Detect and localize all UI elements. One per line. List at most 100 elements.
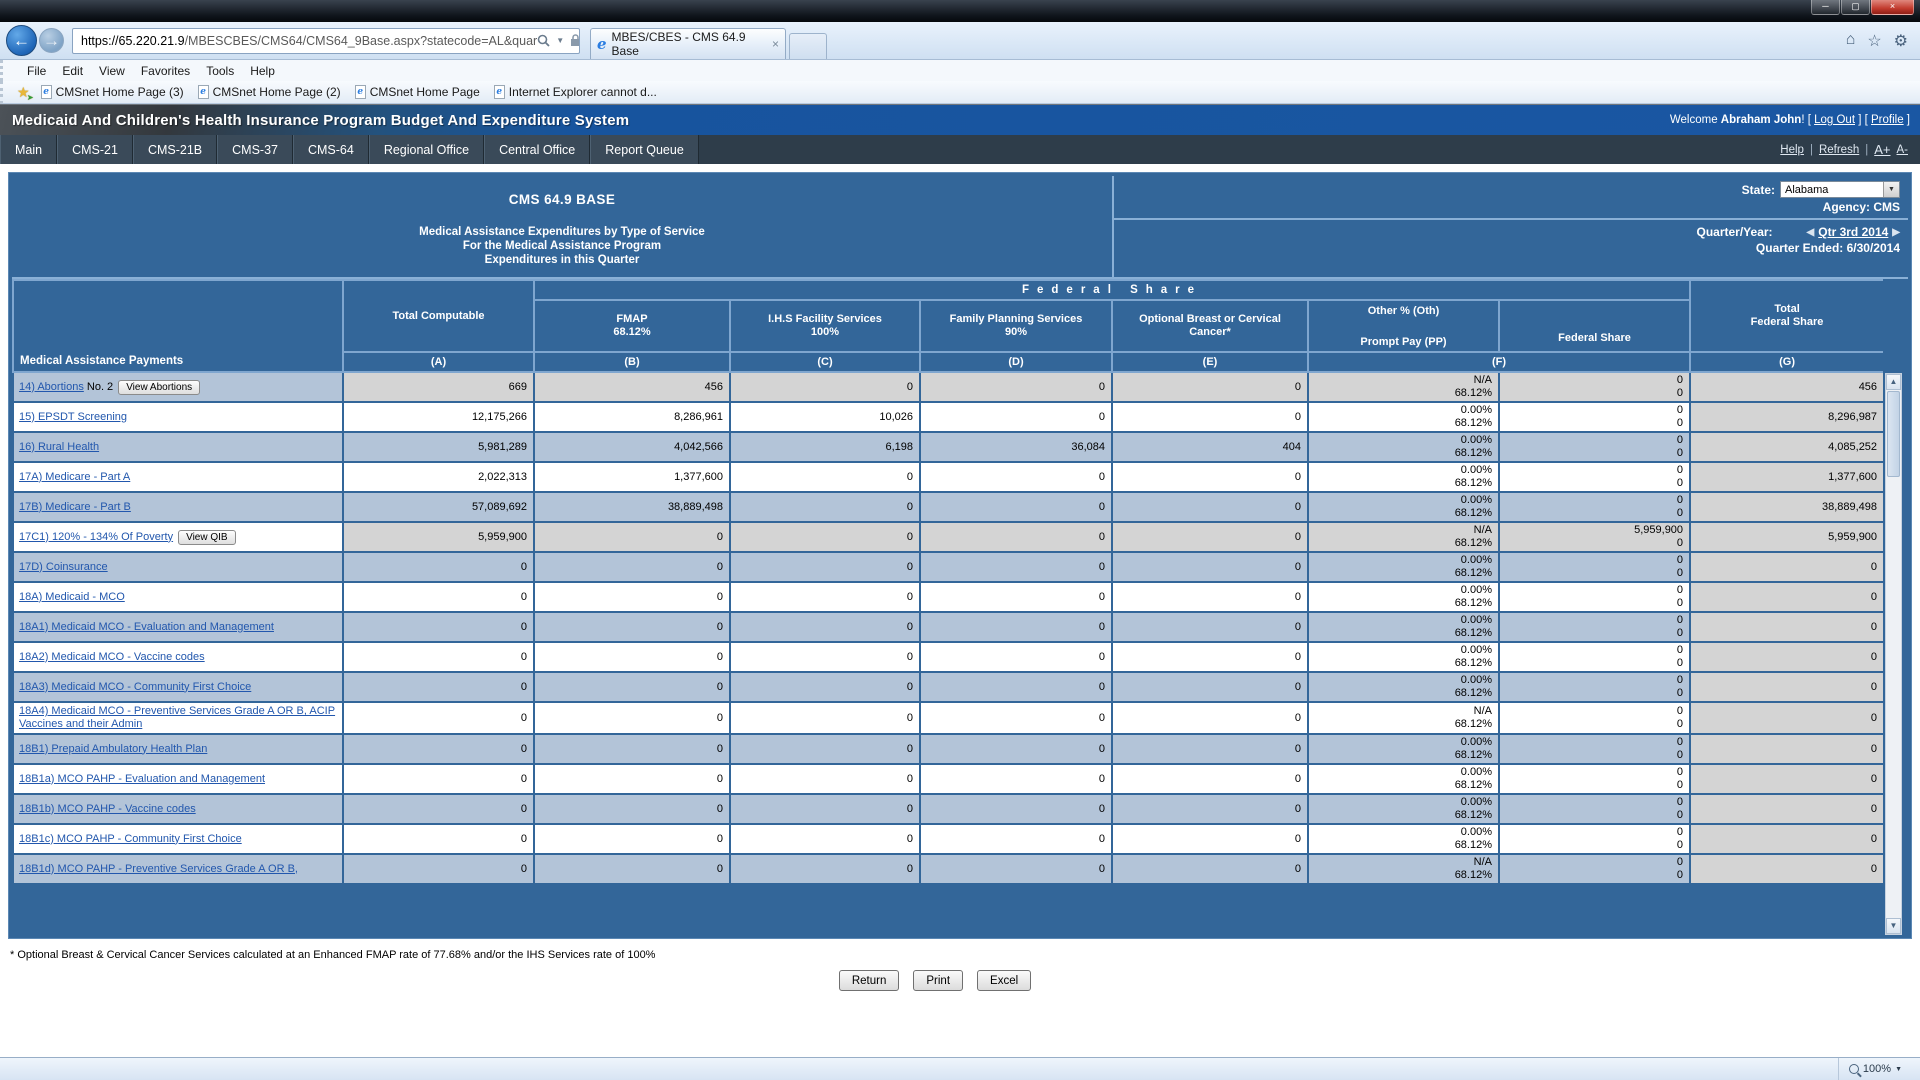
quarter-prev-icon[interactable]: ◀ bbox=[1806, 226, 1815, 238]
scrollbar-thumb[interactable] bbox=[1887, 391, 1900, 477]
cell-a: 12,175,266 bbox=[342, 401, 535, 433]
table-scrollbar[interactable]: ▲ ▼ bbox=[1885, 373, 1902, 935]
f-share-bottom: 0 bbox=[1676, 597, 1684, 609]
table-row: 18B1) Prepaid Ambulatory Health Plan 0 0 0 0… bbox=[12, 733, 1883, 765]
row-link[interactable]: 18B1) Prepaid Ambulatory Health Plan bbox=[19, 742, 208, 755]
row-link[interactable]: 17C1) 120% - 134% Of Poverty bbox=[19, 530, 174, 543]
print-button[interactable]: Print bbox=[913, 970, 964, 991]
nav-item-cms-37[interactable]: CMS-37 bbox=[217, 135, 293, 164]
search-dropdown-icon[interactable]: ▼ bbox=[556, 36, 565, 45]
favorites-star-icon[interactable]: ☆ bbox=[1867, 32, 1882, 50]
forward-button[interactable]: → bbox=[39, 28, 64, 53]
row-link[interactable]: 14) Abortions bbox=[19, 380, 84, 393]
nav-item-regional-office[interactable]: Regional Office bbox=[368, 135, 485, 164]
browser-tab[interactable]: e MBES/CBES - CMS 64.9 Base × bbox=[590, 28, 786, 59]
row-link[interactable]: 18A) Medicaid - MCO bbox=[19, 590, 125, 603]
state-select[interactable]: Alabama ▼ bbox=[1780, 181, 1900, 198]
window-minimize-button[interactable]: ─ bbox=[1811, 0, 1840, 15]
ie-page-icon: e bbox=[40, 85, 52, 99]
cell-d: 36,084 bbox=[919, 431, 1113, 463]
search-icon[interactable] bbox=[537, 34, 550, 47]
table-row: 17D) Coinsurance 0 0 0 0 0 0.00% 68.12% 0 0 0 bbox=[12, 551, 1883, 583]
return-button[interactable]: Return bbox=[838, 970, 900, 991]
home-icon[interactable]: ⌂ bbox=[1845, 30, 1856, 48]
row-link[interactable]: 18A4) Medicaid MCO - Preventive Services… bbox=[19, 705, 336, 730]
profile-link[interactable]: Profile bbox=[1871, 114, 1904, 126]
menu-item-edit[interactable]: Edit bbox=[62, 63, 84, 78]
add-favorite-icon[interactable]: ★ bbox=[17, 84, 33, 102]
row-link[interactable]: 17D) Coinsurance bbox=[19, 560, 108, 573]
state-select-arrow-icon[interactable]: ▼ bbox=[1883, 182, 1899, 197]
row-link[interactable]: 15) EPSDT Screening bbox=[19, 410, 128, 423]
font-increase-link[interactable]: A+ bbox=[1874, 142, 1891, 157]
window-maximize-button[interactable]: ▢ bbox=[1841, 0, 1870, 15]
log-out-link[interactable]: Log Out bbox=[1814, 114, 1856, 126]
nav-item-cms-21b[interactable]: CMS-21B bbox=[132, 135, 218, 164]
nav-item-cms-64[interactable]: CMS-64 bbox=[292, 135, 369, 164]
favorite-link[interactable]: e CMSnet Home Page (3) bbox=[34, 84, 191, 100]
row-link[interactable]: 17B) Medicare - Part B bbox=[19, 500, 131, 513]
cell-f-percent: 0.00% 68.12% bbox=[1307, 491, 1500, 523]
nav-item-main[interactable]: Main bbox=[0, 135, 58, 164]
address-bar[interactable]: https://65.220.21.9/MBESCBES/CMS64/CMS64… bbox=[72, 27, 580, 54]
row-action-button[interactable]: View QIB bbox=[178, 529, 236, 545]
menu-item-view[interactable]: View bbox=[99, 63, 125, 78]
row-link[interactable]: 18B1c) MCO PAHP - Community First Choice bbox=[19, 832, 242, 845]
row-action-button[interactable]: View Abortions bbox=[118, 379, 201, 395]
back-button[interactable]: ← bbox=[6, 25, 37, 56]
menu-item-help[interactable]: Help bbox=[250, 63, 275, 78]
row-link[interactable]: 16) Rural Health bbox=[19, 440, 100, 453]
cell-c: 6,198 bbox=[729, 431, 921, 463]
cell-b: 0 bbox=[533, 671, 731, 703]
row-link[interactable]: 17A) Medicare - Part A bbox=[19, 470, 131, 483]
new-tab-button[interactable] bbox=[789, 33, 827, 59]
window-close-button[interactable]: × bbox=[1871, 0, 1914, 15]
row-label-cell: 18B1a) MCO PAHP - Evaluation and Managem… bbox=[12, 763, 344, 795]
row-link[interactable]: 18A1) Medicaid MCO - Evaluation and Mana… bbox=[19, 620, 274, 633]
menu-item-file[interactable]: File bbox=[27, 63, 47, 78]
zoom-control[interactable]: 100% ▼ bbox=[1837, 1058, 1920, 1080]
settings-gear-icon[interactable]: ⚙ bbox=[1893, 32, 1908, 50]
f-share-bottom: 0 bbox=[1676, 567, 1684, 579]
row-link[interactable]: 18B1d) MCO PAHP - Preventive Services Gr… bbox=[19, 862, 298, 875]
f-share-top: 0 bbox=[1676, 584, 1684, 596]
font-decrease-link[interactable]: A- bbox=[1896, 143, 1909, 156]
row-label-cell: 18A4) Medicaid MCO - Preventive Services… bbox=[12, 701, 344, 735]
f-percent-value: N/A bbox=[1473, 524, 1492, 536]
f-share-bottom: 0 bbox=[1676, 507, 1684, 519]
cell-c: 0 bbox=[729, 461, 921, 493]
tab-close-icon[interactable]: × bbox=[771, 37, 779, 51]
cell-d: 0 bbox=[919, 853, 1113, 885]
quarter-link[interactable]: Qtr 3rd 2014 bbox=[1818, 225, 1889, 239]
state-label: State: bbox=[1741, 182, 1775, 197]
zoom-dropdown-icon[interactable]: ▼ bbox=[1895, 1065, 1902, 1073]
row-link[interactable]: 18A3) Medicaid MCO - Community First Cho… bbox=[19, 680, 252, 693]
scroll-up-icon[interactable]: ▲ bbox=[1886, 374, 1901, 390]
favorite-link[interactable]: e CMSnet Home Page (2) bbox=[191, 84, 348, 100]
scroll-down-icon[interactable]: ▼ bbox=[1886, 918, 1901, 934]
cell-c: 0 bbox=[729, 763, 921, 795]
refresh-link[interactable]: Refresh bbox=[1818, 143, 1860, 156]
tab-title: MBES/CBES - CMS 64.9 Base bbox=[611, 30, 746, 58]
row-label-cell: 18A2) Medicaid MCO - Vaccine codes bbox=[12, 641, 344, 673]
cell-d: 0 bbox=[919, 793, 1113, 825]
favorite-link[interactable]: e Internet Explorer cannot d... bbox=[487, 84, 664, 100]
menu-item-favorites[interactable]: Favorites bbox=[140, 63, 191, 78]
cell-e: 0 bbox=[1111, 491, 1309, 523]
help-link[interactable]: Help bbox=[1780, 143, 1804, 156]
row-link[interactable]: 18B1a) MCO PAHP - Evaluation and Managem… bbox=[19, 772, 266, 785]
nav-item-central-office[interactable]: Central Office bbox=[484, 135, 591, 164]
favorite-link[interactable]: e CMSnet Home Page bbox=[348, 84, 487, 100]
cell-e: 0 bbox=[1111, 401, 1309, 433]
row-link[interactable]: 18A2) Medicaid MCO - Vaccine codes bbox=[19, 650, 205, 663]
quarter-next-icon[interactable]: ▶ bbox=[1892, 226, 1900, 238]
row-link[interactable]: 18B1b) MCO PAHP - Vaccine codes bbox=[19, 802, 196, 815]
f-rate-value: 68.12% bbox=[1454, 567, 1492, 579]
cell-a: 5,959,900 bbox=[342, 521, 535, 553]
nav-item-cms-21[interactable]: CMS-21 bbox=[57, 135, 133, 164]
quarter-ended-label: Quarter Ended: 6/30/2014 bbox=[1755, 241, 1900, 255]
f-rate-value: 68.12% bbox=[1454, 537, 1492, 549]
menu-item-tools[interactable]: Tools bbox=[206, 63, 235, 78]
nav-item-report-queue[interactable]: Report Queue bbox=[590, 135, 699, 164]
excel-button[interactable]: Excel bbox=[977, 970, 1032, 991]
